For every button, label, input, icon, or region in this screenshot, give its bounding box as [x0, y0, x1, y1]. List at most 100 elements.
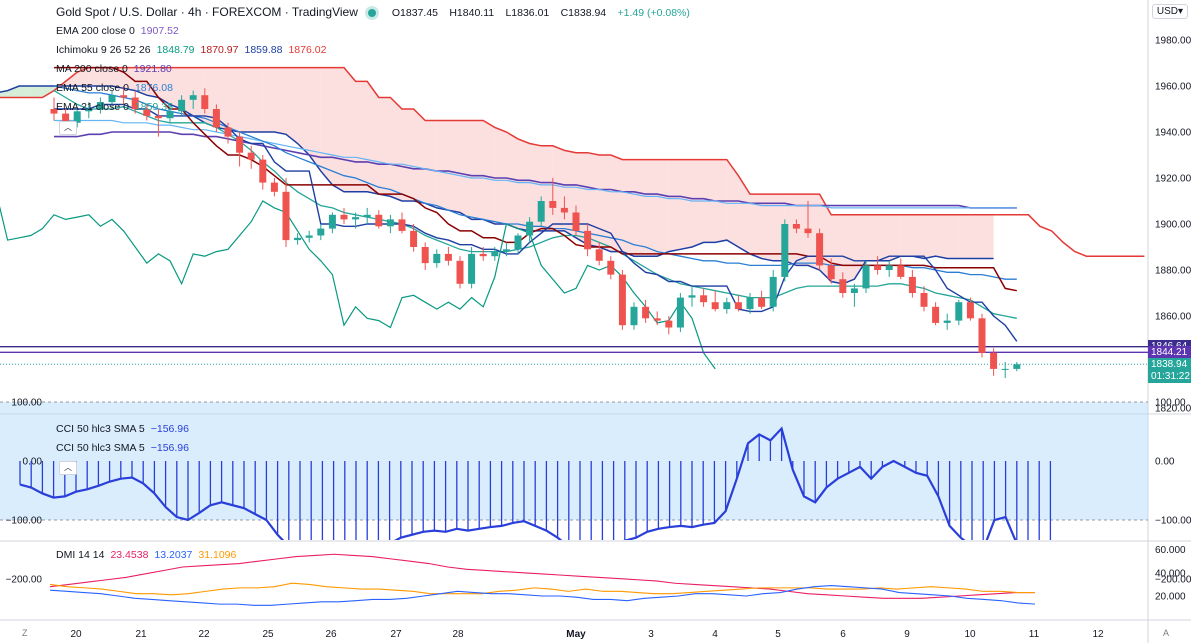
- ichimoku-cloud-segment: [239, 67, 252, 132]
- currency-select[interactable]: USD▾: [1151, 4, 1188, 19]
- price-tick-label: 1980.00: [1155, 36, 1191, 47]
- cci-line: [19, 426, 1017, 540]
- ichimoku-cloud-segment: [123, 67, 136, 91]
- legend-label: EMA 200 close 0: [56, 25, 135, 37]
- ichimoku-cloud-segment: [924, 214, 936, 259]
- dmi-legend-value: 31.1096: [198, 549, 237, 561]
- candle-body: [375, 214, 383, 227]
- time-axis-label: 26: [325, 629, 337, 640]
- ichimoku-cloud-segment: [634, 159, 646, 257]
- ichimoku-cloud-segment: [622, 159, 634, 257]
- candle-body: [758, 297, 766, 307]
- ichimoku-cloud-segment: [436, 120, 449, 211]
- ohlc-low: L1836.01: [505, 7, 550, 19]
- time-axis-label: 11: [1029, 629, 1040, 640]
- cci-legend-value: −156.96: [150, 423, 189, 435]
- time-axis-label: 9: [904, 629, 910, 640]
- collapse-legend-icon[interactable]: ︿: [59, 121, 77, 135]
- dmi-legend-row[interactable]: DMI 14 14 23.4538 13.2037 31.1096: [56, 548, 242, 562]
- ichimoku-cloud-segment: [112, 67, 124, 89]
- cci-tick-label-right: 100.00: [1155, 398, 1186, 409]
- dmi-legend-label: DMI 14 14: [56, 549, 105, 561]
- ichimoku-cloud-segment: [7, 86, 20, 98]
- ichimoku-cloud-segment: [958, 214, 971, 259]
- candle-body: [920, 293, 928, 307]
- legend-row[interactable]: EMA 21 close 0 1859.35: [56, 100, 179, 114]
- time-axis-label: 3: [648, 629, 654, 640]
- candle-body: [792, 224, 800, 229]
- ichimoku-cloud-segment: [42, 86, 54, 98]
- dmi-plus-line: [49, 582, 1035, 596]
- price-tag: 01:31:22: [1148, 370, 1191, 384]
- legend-row[interactable]: EMA 55 close 0 1876.08: [56, 81, 179, 95]
- legend-value: 1876.08: [134, 82, 173, 94]
- ichimoku-cloud-segment: [262, 67, 275, 132]
- cci-tick-label-right: 0.00: [1155, 457, 1175, 468]
- ichimoku-cloud-segment: [761, 194, 774, 261]
- chart-title-row: Gold Spot / U.S. Dollar · 4h · FOREXCOM …: [56, 5, 690, 19]
- price-tag: 1838.94: [1148, 357, 1191, 371]
- time-axis-label: 28: [452, 629, 464, 640]
- timezone-corner-left[interactable]: Z: [22, 628, 28, 638]
- price-tag: 1844.21: [1148, 345, 1191, 359]
- cci-pane: [19, 426, 1052, 540]
- time-axis-label: May: [566, 629, 586, 640]
- candle-body: [363, 214, 371, 218]
- dmi-pane: [49, 553, 1036, 606]
- candle-body: [839, 279, 847, 293]
- legend-value: 1870.97: [200, 44, 239, 56]
- candle-body: [955, 302, 963, 321]
- ichimoku-cloud-segment: [854, 214, 866, 280]
- legend-row[interactable]: Ichimoku 9 26 52 26 1848.79 1870.97 1859.88…: [56, 43, 332, 57]
- candle-body: [653, 318, 661, 321]
- candle-body: [178, 99, 186, 112]
- ichimoku-cloud-segment: [738, 175, 750, 254]
- ichimoku-cloud-segment: [320, 67, 333, 185]
- candle-body: [328, 214, 336, 229]
- candle-body: [908, 276, 916, 293]
- ichimoku-cloud-segment: [610, 155, 623, 252]
- ohlc-high: H1840.11: [449, 7, 495, 19]
- ichimoku-cloud-segment: [88, 67, 101, 86]
- candle-body: [850, 288, 858, 293]
- candle-body: [560, 207, 568, 213]
- dmi-minus-line: [49, 585, 1036, 606]
- price-tick-label: 1960.00: [1155, 82, 1191, 93]
- candle-body: [224, 127, 232, 137]
- candle-body: [630, 306, 638, 326]
- ichimoku-cloud-segment: [668, 159, 681, 252]
- senkou-span-a-line: [0, 85, 994, 285]
- candle-body: [154, 115, 162, 119]
- time-axis-label: 22: [198, 629, 210, 640]
- collapse-cci-legend-icon[interactable]: ︿: [59, 461, 77, 475]
- candle-body: [120, 95, 128, 98]
- legend-row[interactable]: MA 200 close 0 1921.80: [56, 62, 178, 76]
- cci-legend-row[interactable]: CCI 50 hlc3 SMA 5 −156.96: [56, 422, 195, 436]
- ichimoku-cloud-segment: [402, 109, 414, 201]
- ichimoku-cloud-segment: [355, 81, 368, 192]
- ichimoku-cloud-segment: [65, 72, 78, 86]
- candle-body: [50, 109, 58, 114]
- cci-legend-row[interactable]: CCI 50 hlc3 SMA 5 −156.96: [56, 441, 195, 455]
- candle-body: [943, 320, 951, 323]
- candle-body: [189, 95, 197, 100]
- candle-body: [282, 191, 290, 241]
- ichimoku-cloud-segment: [912, 214, 924, 259]
- candle-body: [108, 95, 116, 103]
- ichimoku-cloud-segment: [587, 152, 600, 247]
- ma200-line: [54, 131, 1017, 209]
- ichimoku-cloud-segment: [750, 194, 762, 259]
- ichimoku-cloud-segment: [425, 120, 437, 208]
- legend-label: Ichimoku 9 26 52 26: [56, 44, 151, 56]
- auto-scale-corner-right[interactable]: A: [1163, 628, 1170, 638]
- candle-body: [433, 253, 441, 264]
- candle-body: [421, 247, 429, 264]
- symbol-title[interactable]: Gold Spot / U.S. Dollar · 4h · FOREXCOM …: [56, 5, 358, 19]
- legend-row[interactable]: EMA 200 close 0 1907.52: [56, 24, 185, 38]
- candle-body: [897, 265, 905, 277]
- candle-body: [62, 113, 70, 123]
- candle-body: [618, 274, 626, 326]
- candle-body: [212, 109, 220, 128]
- candle-body: [688, 295, 696, 298]
